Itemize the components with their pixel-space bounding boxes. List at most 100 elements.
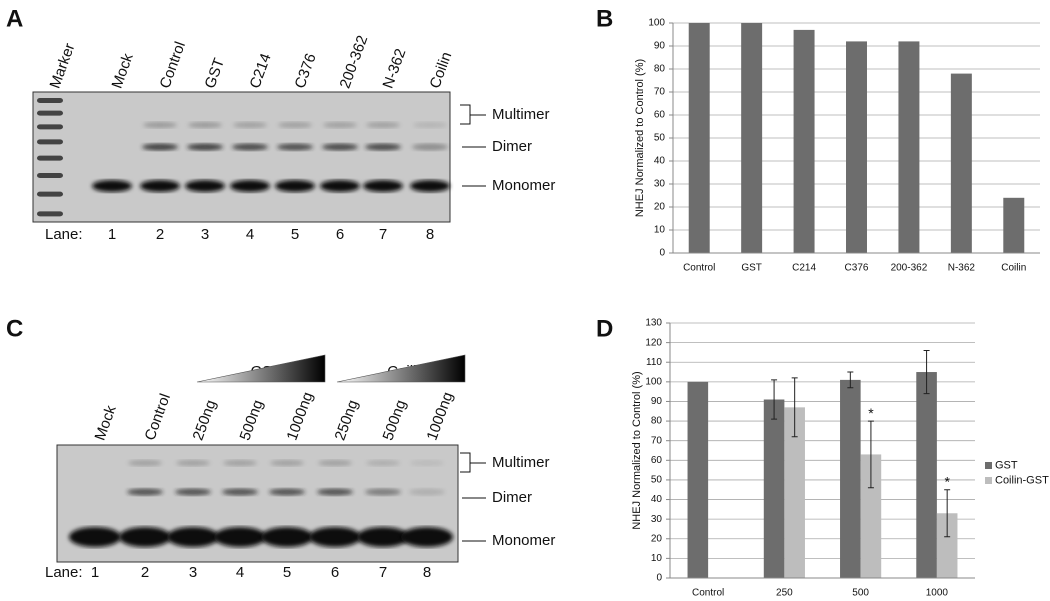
monomer-band: [69, 527, 121, 547]
y-tick-label: 80: [651, 416, 663, 427]
lane-label: 500ng: [237, 398, 267, 443]
multimer-band: [176, 460, 210, 466]
lane-label: 1000ng: [284, 390, 317, 443]
y-tick-label: 80: [654, 64, 666, 75]
y-tick-label: 40: [651, 494, 663, 505]
y-tick-label: 30: [654, 179, 666, 190]
lane-label: C376: [292, 51, 320, 91]
bar: [763, 399, 785, 578]
x-tick-label: 250: [776, 588, 793, 596]
panel-letter: B: [596, 5, 613, 32]
panel-letter: A: [6, 5, 23, 32]
dimer-band: [365, 488, 401, 496]
marker-band: [37, 98, 63, 103]
bracket: [460, 452, 486, 473]
y-tick-label: 130: [645, 318, 662, 329]
monomer-band: [119, 527, 171, 547]
dimer-band: [412, 143, 448, 151]
lane-label: GST: [202, 56, 229, 91]
error-bar: [867, 420, 874, 489]
lane-label: C214: [247, 51, 275, 91]
bar: [1003, 197, 1025, 253]
monomer-band: [320, 180, 360, 192]
y-tick-label: 40: [654, 156, 666, 167]
y-tick-label: 50: [651, 475, 663, 486]
panel-letter: C: [6, 315, 23, 342]
lane-number: 3: [201, 226, 209, 243]
y-tick-label: 70: [651, 435, 663, 446]
monomer-band: [357, 527, 409, 547]
dimer-band: [232, 143, 268, 151]
y-tick-label: 0: [656, 573, 662, 584]
error-bar: [847, 371, 854, 389]
bar: [793, 29, 815, 254]
y-tick-label: 120: [645, 337, 662, 348]
monomer-band: [309, 527, 361, 547]
lane-label: 250ng: [332, 398, 362, 443]
multimer-band: [323, 122, 357, 128]
multimer-band: [143, 122, 177, 128]
dimer-band: [127, 488, 163, 496]
monomer-band: [167, 527, 219, 547]
monomer-band: [140, 180, 180, 192]
bar: [688, 23, 710, 253]
x-tick-label: C376: [845, 263, 869, 274]
gradient-wedge: [336, 354, 466, 383]
bar: [687, 381, 709, 578]
panel-letter: D: [596, 315, 613, 342]
multimer-band: [366, 122, 400, 128]
lane-number: 7: [379, 226, 387, 243]
lane-number: 7: [379, 564, 387, 581]
band-label: Multimer: [492, 106, 550, 123]
lane-number: 1: [108, 226, 116, 243]
y-tick-label: 70: [654, 87, 666, 98]
y-tick-label: 50: [654, 133, 666, 144]
x-tick-label: N-362: [948, 263, 976, 274]
lane-number: 3: [189, 564, 197, 581]
monomer-band: [92, 180, 132, 192]
bar: [846, 41, 867, 254]
lane-label: Mock: [109, 51, 137, 91]
legend-label: GST: [995, 459, 1018, 471]
y-axis-label: NHEJ Normalized to Control (%): [631, 371, 643, 529]
marker-band: [37, 191, 63, 197]
multimer-band: [223, 460, 257, 466]
lane-title: Lane:: [45, 226, 83, 243]
monomer-band: [363, 180, 403, 192]
bar: [950, 73, 972, 253]
lane-label: Control: [142, 391, 175, 442]
error-bar: [791, 377, 798, 438]
bracket: [460, 104, 486, 125]
monomer-band: [261, 527, 313, 547]
marker-band: [37, 211, 63, 217]
y-tick-label: 10: [651, 553, 663, 564]
dimer-band: [365, 143, 401, 151]
lane-label: 500ng: [380, 398, 410, 443]
bar: [840, 379, 861, 578]
bar: [916, 372, 937, 578]
lane-label: N-362: [380, 47, 410, 91]
dimer-band: [409, 488, 445, 496]
significance-mark: *: [868, 405, 874, 421]
multimer-band: [270, 460, 304, 466]
lane-label: 1000ng: [424, 390, 457, 443]
error-bar: [944, 489, 951, 538]
y-tick-label: 90: [654, 41, 666, 52]
lane-label: Coilin: [427, 50, 456, 91]
multimer-band: [410, 460, 444, 466]
lane-number: 2: [141, 564, 149, 581]
lane-number: 6: [336, 226, 344, 243]
x-tick-label: Control: [692, 588, 724, 596]
lane-label: Marker: [47, 41, 79, 91]
monomer-band: [185, 180, 225, 192]
monomer-band: [410, 180, 450, 192]
lane-number: 8: [423, 564, 431, 581]
monomer-band: [230, 180, 270, 192]
y-tick-label: 30: [651, 514, 663, 525]
band-label: Dimer: [492, 138, 532, 155]
dimer-band: [277, 143, 313, 151]
y-tick-label: 20: [654, 202, 666, 213]
dimer-band: [269, 488, 305, 496]
x-tick-label: 500: [852, 588, 869, 596]
